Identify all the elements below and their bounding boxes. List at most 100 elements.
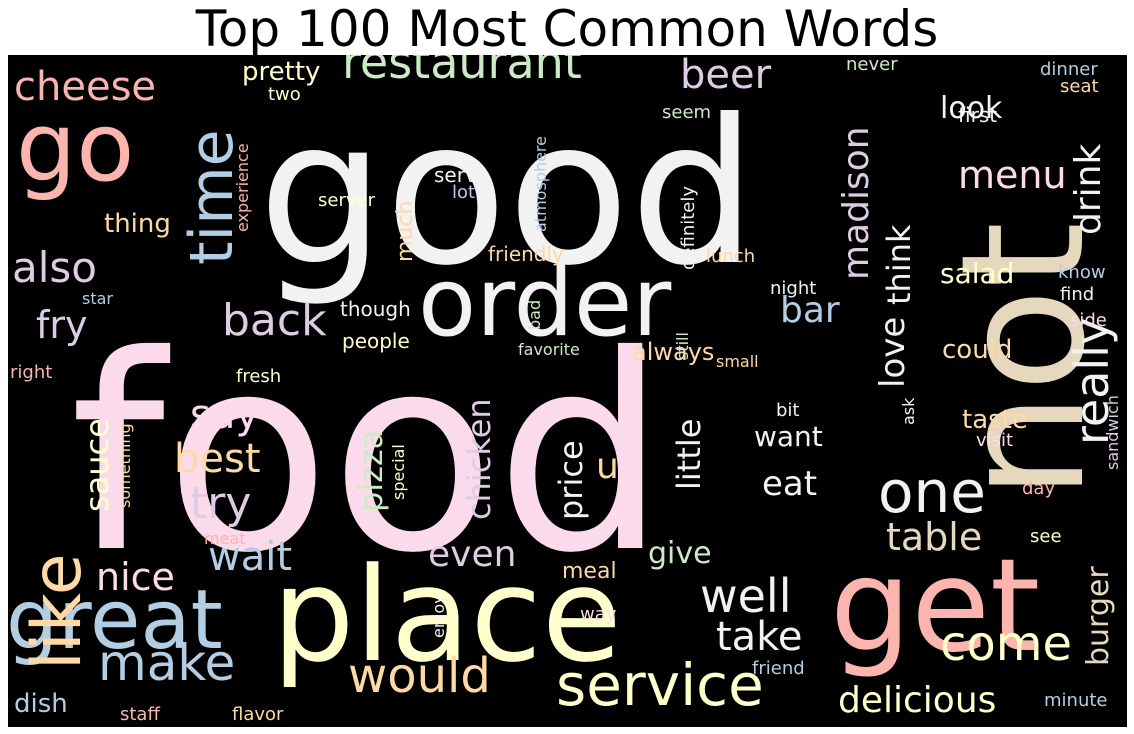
word-love: love (873, 317, 913, 388)
word-chicken: chicken (460, 398, 498, 520)
word-bit: bit (776, 400, 799, 421)
word-day: day (1022, 478, 1055, 499)
word-friend: friend (752, 658, 805, 679)
word-much: much (393, 201, 418, 262)
word-friendly: friendly (488, 242, 564, 266)
word-enjoy: enjoy (429, 594, 448, 638)
word-thing: thing (104, 209, 171, 239)
word-visit: visit (976, 430, 1013, 451)
word-something: something (115, 423, 134, 508)
word-seat: seat (1060, 76, 1099, 97)
word-side: side (1070, 310, 1107, 331)
word-want: want (754, 420, 823, 453)
word-server: server (318, 190, 376, 211)
word-way: way (580, 604, 617, 625)
word-night: night (770, 278, 816, 299)
word-think: think (880, 224, 918, 305)
word-could: could (942, 335, 1012, 365)
word-u: u (596, 446, 619, 487)
word-time: time (177, 129, 247, 265)
word-give: give (648, 536, 712, 571)
word-bad: bad (525, 300, 544, 330)
word-really: really (1065, 318, 1119, 445)
word-good: good (258, 77, 757, 310)
word-would: would (348, 648, 491, 704)
word-price: price (552, 440, 590, 520)
word-favorite: favorite (518, 340, 580, 359)
word-like: like (18, 553, 97, 670)
word-small: small (716, 352, 759, 371)
word-flavor: flavor (232, 704, 284, 725)
word-always: always (632, 338, 714, 366)
word-delicious: delicious (838, 680, 996, 721)
word-pizza: pizza (352, 430, 390, 512)
word-go: go (16, 93, 134, 203)
word-first: first (958, 103, 997, 127)
chart-title: Top 100 Most Common Words (195, 0, 939, 58)
word-order: order (418, 248, 672, 358)
word-beer: beer (680, 55, 772, 98)
word-eat: eat (762, 464, 817, 504)
word-never: never (846, 55, 898, 75)
word-sandwich: sandwich (1103, 395, 1122, 470)
word-come: come (940, 616, 1072, 672)
word-burger: burger (1081, 566, 1116, 666)
word-try: try (190, 478, 251, 529)
word-well: well (700, 569, 791, 623)
word-one: one (878, 458, 986, 526)
word-not: not (925, 222, 1123, 500)
word-serve: serve (434, 163, 489, 187)
word-make: make (98, 634, 235, 692)
word-wait: wait (208, 534, 292, 580)
word-know: know (1058, 262, 1106, 283)
word-though: though (340, 297, 411, 321)
word-even: even (428, 534, 516, 575)
word-drink: drink (1068, 144, 1109, 235)
word-cheese: cheese (14, 64, 156, 110)
word-pretty: pretty (242, 57, 320, 87)
word-see: see (1030, 526, 1062, 547)
word-fry: fry (36, 303, 88, 347)
word-atmosphere: atmosphere (531, 136, 550, 232)
word-great: great (8, 573, 223, 668)
word-look: look (940, 91, 1003, 126)
word-little: little (670, 419, 708, 490)
word-right: right (10, 362, 52, 383)
word-lot: lot (452, 182, 475, 203)
word-minute: minute (1044, 690, 1107, 711)
word-also: also (12, 243, 97, 292)
word-nice: nice (96, 555, 175, 599)
word-definitely: definitely (678, 186, 699, 270)
word-restaurant: restaurant (342, 55, 582, 89)
word-table: table (886, 515, 982, 559)
word-madison: madison (836, 126, 877, 280)
word-star: star (82, 289, 113, 308)
word-best: best (174, 436, 261, 482)
word-experience: experience (233, 143, 252, 232)
word-sauce: sauce (78, 418, 116, 512)
word-dish: dish (14, 689, 68, 719)
word-place: place (272, 539, 622, 691)
word-back: back (222, 295, 327, 346)
word-dinner: dinner (1040, 59, 1098, 80)
word-menu: menu (958, 153, 1067, 197)
word-people: people (342, 329, 410, 353)
word-special: special (389, 444, 408, 500)
word-service: service (556, 651, 764, 719)
word-find: find (1060, 284, 1094, 305)
word-seem: seem (662, 102, 711, 123)
word-taste: taste (962, 405, 1028, 435)
word-still: still (673, 332, 692, 360)
word-take: take (716, 614, 803, 660)
word-lunch: lunch (706, 246, 755, 267)
word-staff: staff (120, 704, 160, 725)
word-fresh: fresh (236, 366, 281, 387)
word-say: say (190, 392, 259, 438)
word-ask: ask (899, 397, 918, 425)
word-cloud: food good not place get order go great like time o… (8, 55, 1127, 727)
word-bar: bar (780, 290, 840, 331)
word-meat: meat (204, 529, 246, 548)
word-get: get (830, 532, 1040, 681)
word-meal: meal (562, 559, 617, 584)
